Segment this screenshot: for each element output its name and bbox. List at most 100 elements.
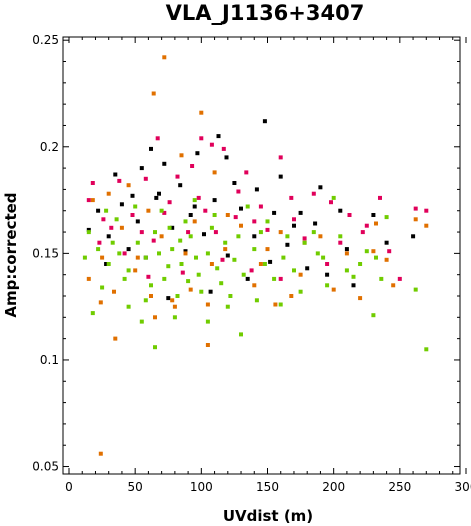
data-point — [285, 242, 290, 247]
data-point — [98, 451, 103, 456]
data-point — [208, 289, 213, 294]
data-point — [298, 210, 303, 215]
data-point — [424, 208, 429, 213]
data-point — [195, 151, 200, 156]
data-point — [188, 213, 193, 217]
data-point — [225, 213, 230, 217]
data-point — [239, 206, 243, 211]
x-tick-label: 0 — [65, 480, 73, 494]
data-point — [338, 208, 343, 213]
data-point — [149, 294, 153, 298]
data-point — [311, 230, 316, 235]
data-point — [203, 208, 208, 213]
data-point — [244, 170, 249, 175]
data-point — [213, 230, 218, 235]
data-point — [268, 259, 273, 264]
x-tick-label: 150 — [256, 480, 279, 494]
data-point — [155, 136, 160, 141]
data-point — [245, 276, 250, 281]
data-point — [252, 283, 257, 288]
data-point — [272, 210, 277, 215]
data-point — [379, 276, 384, 281]
data-point — [424, 347, 429, 352]
data-point — [236, 234, 241, 239]
data-point — [347, 213, 352, 217]
data-point — [139, 319, 144, 324]
data-point — [159, 208, 164, 213]
data-point — [106, 262, 111, 266]
data-point — [100, 255, 105, 260]
data-point — [162, 161, 167, 166]
data-point — [344, 268, 349, 273]
data-point — [143, 298, 148, 303]
data-point — [232, 257, 237, 262]
data-point — [212, 170, 217, 175]
data-point — [292, 217, 296, 222]
data-point — [199, 289, 204, 294]
data-point — [305, 266, 310, 271]
data-point — [289, 195, 294, 200]
data-point — [219, 281, 224, 286]
y-tick-label: 0.2 — [40, 140, 59, 154]
data-point — [258, 230, 263, 235]
data-point — [126, 247, 131, 252]
y-tick-label: 0.15 — [32, 246, 59, 260]
data-point — [126, 268, 131, 273]
data-point — [232, 181, 237, 185]
data-point — [289, 294, 294, 298]
x-tick-label: 300 — [455, 480, 471, 494]
data-point — [265, 227, 270, 232]
data-point — [205, 343, 210, 347]
data-point — [97, 240, 102, 245]
data-point — [183, 251, 188, 256]
data-point — [364, 249, 369, 254]
data-point — [179, 262, 184, 266]
y-tick-label: 0.1 — [40, 353, 59, 367]
data-point — [391, 283, 396, 288]
data-point — [285, 234, 290, 239]
x-tick-label: 100 — [190, 480, 213, 494]
data-point — [364, 223, 369, 228]
data-point — [338, 234, 343, 239]
chart-title: VLA_J1136+3407 — [166, 1, 365, 25]
data-point — [196, 195, 201, 200]
data-point — [315, 251, 320, 256]
data-point — [209, 142, 214, 147]
data-point — [278, 276, 283, 281]
data-point — [90, 198, 95, 203]
data-point — [180, 270, 185, 275]
data-point — [249, 268, 254, 273]
x-tick-label: 250 — [388, 480, 411, 494]
data-point — [236, 189, 241, 194]
data-point — [371, 249, 376, 254]
data-point — [172, 315, 177, 320]
data-point — [298, 272, 303, 277]
data-point — [167, 200, 172, 205]
data-point — [151, 91, 156, 96]
data-point — [162, 210, 167, 215]
data-point — [149, 146, 153, 151]
data-point — [143, 255, 148, 260]
data-point — [188, 287, 193, 292]
data-point — [318, 234, 323, 239]
data-point — [313, 221, 318, 226]
axes: 0 50 100 150 200 250 300 0.05 0.1 0.15 0.2 0.25 — [32, 33, 471, 494]
data-point — [170, 225, 175, 230]
data-point — [86, 276, 91, 281]
data-point — [384, 215, 389, 220]
y-axis-label: Amp:corrected — [2, 192, 20, 317]
data-point — [338, 240, 343, 245]
x-tick-label: 200 — [322, 480, 345, 494]
data-point — [325, 262, 330, 266]
data-point — [272, 276, 277, 281]
data-point — [360, 230, 365, 235]
data-point — [254, 298, 259, 303]
data-point — [424, 223, 429, 228]
data-point — [167, 225, 172, 230]
data-point — [175, 174, 180, 179]
data-point — [278, 174, 283, 179]
data-point — [225, 253, 230, 258]
data-point — [205, 319, 210, 324]
data-point — [413, 217, 418, 222]
data-point — [384, 240, 389, 245]
